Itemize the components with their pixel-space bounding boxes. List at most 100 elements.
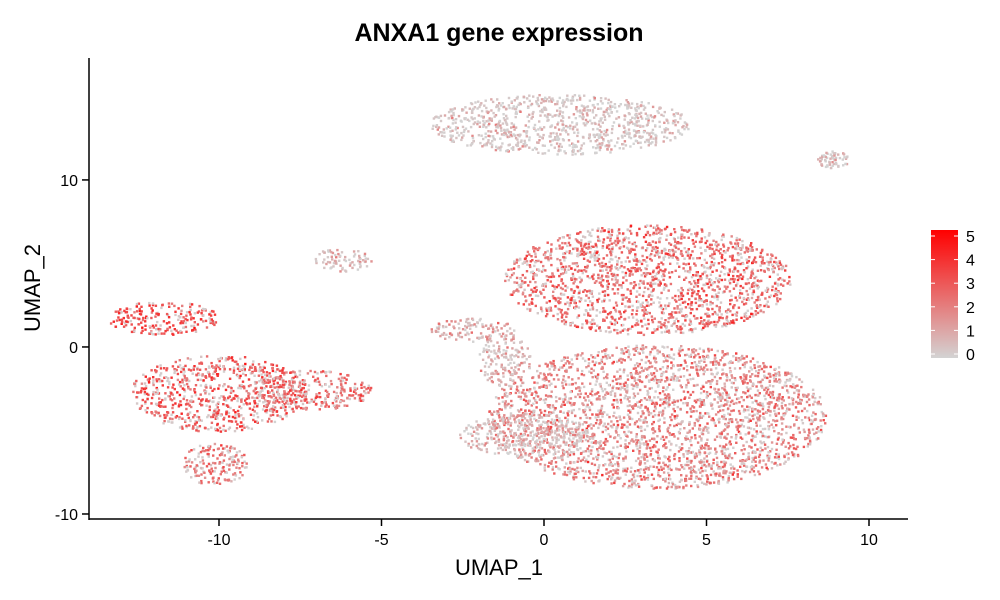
point — [664, 480, 667, 483]
point — [770, 253, 773, 256]
point — [669, 232, 673, 236]
point — [469, 144, 472, 147]
point — [686, 452, 689, 455]
point — [682, 402, 685, 405]
point — [663, 406, 667, 410]
point — [622, 470, 625, 473]
point — [524, 281, 527, 284]
point — [513, 107, 517, 111]
point — [595, 472, 599, 475]
point — [737, 306, 741, 309]
point — [813, 432, 816, 436]
point — [589, 119, 592, 122]
point — [644, 385, 647, 388]
point — [633, 281, 636, 284]
point — [767, 261, 771, 264]
point — [646, 243, 650, 246]
point — [604, 428, 608, 432]
point — [664, 304, 667, 307]
point — [628, 484, 631, 488]
point — [691, 427, 694, 430]
point — [507, 104, 511, 107]
point — [723, 436, 726, 439]
point — [543, 463, 547, 467]
point — [610, 322, 614, 326]
point — [527, 402, 530, 405]
point — [607, 282, 610, 286]
point — [759, 381, 762, 384]
point — [618, 453, 621, 456]
point — [777, 278, 780, 281]
point — [800, 380, 804, 384]
point — [566, 99, 570, 102]
point — [685, 450, 688, 453]
point — [515, 112, 518, 115]
point — [558, 96, 561, 100]
point — [584, 399, 587, 402]
point — [690, 301, 693, 304]
point — [682, 485, 685, 489]
point — [481, 145, 484, 148]
point — [672, 323, 675, 326]
point — [695, 271, 698, 274]
point — [789, 436, 793, 439]
point — [627, 247, 630, 250]
point — [626, 378, 630, 381]
point — [662, 371, 665, 374]
point — [747, 388, 750, 391]
point — [614, 106, 617, 109]
point — [655, 277, 658, 280]
point — [634, 484, 638, 487]
point — [577, 314, 581, 317]
point — [503, 388, 506, 392]
point — [787, 441, 790, 445]
point — [553, 368, 556, 371]
point — [702, 283, 705, 287]
point — [752, 458, 755, 462]
point — [722, 235, 725, 238]
point — [833, 154, 836, 157]
point — [829, 157, 832, 160]
point — [690, 410, 693, 413]
point — [713, 360, 716, 363]
point — [780, 422, 784, 425]
point — [610, 253, 613, 257]
point — [602, 310, 605, 313]
point — [622, 323, 625, 327]
point — [655, 402, 659, 406]
point — [709, 447, 712, 450]
point — [769, 260, 772, 264]
point — [688, 396, 691, 399]
point — [677, 422, 680, 425]
point — [609, 391, 613, 394]
point — [504, 119, 507, 122]
point — [499, 104, 503, 107]
point — [561, 427, 564, 430]
point — [720, 261, 724, 264]
point — [670, 485, 673, 489]
point — [657, 456, 660, 460]
point — [658, 280, 662, 283]
point — [696, 383, 699, 387]
point — [698, 397, 702, 401]
point — [548, 411, 551, 414]
point — [616, 234, 619, 237]
point — [683, 324, 687, 327]
point — [640, 478, 643, 481]
point — [666, 345, 669, 349]
point — [739, 424, 742, 428]
point — [646, 409, 649, 412]
point — [517, 148, 520, 151]
point — [461, 125, 465, 129]
point — [646, 327, 649, 330]
point — [657, 227, 660, 230]
point — [515, 110, 518, 114]
point — [604, 437, 608, 441]
point — [699, 246, 702, 249]
point — [602, 464, 605, 467]
point — [613, 144, 617, 148]
point — [564, 302, 567, 306]
point — [452, 111, 455, 115]
point — [705, 465, 708, 468]
cluster-top — [431, 94, 690, 156]
